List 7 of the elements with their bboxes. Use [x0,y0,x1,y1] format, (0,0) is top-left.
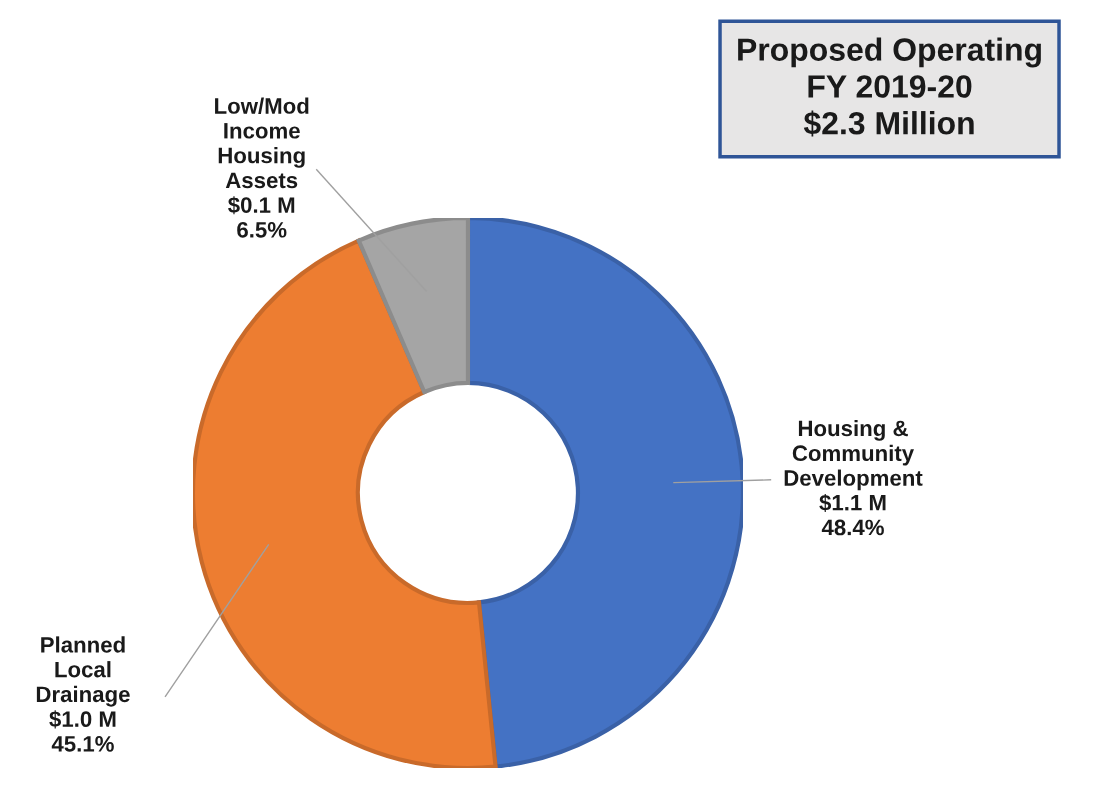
data-label: $1.1 M 48.4% [819,493,886,536]
slice-label: Low/Mod Income Housing Assets [215,97,309,189]
slice-label: Planned Local Drainage [36,636,130,707]
data-label: $0.1 M 6.5% [228,196,295,238]
slice-label: Housing & Community Development [784,419,923,491]
chart-title: Proposed Operating FY 2019-20 $2.3 Million [738,37,1041,137]
data-label: $1.0 M 45.1% [49,710,116,752]
